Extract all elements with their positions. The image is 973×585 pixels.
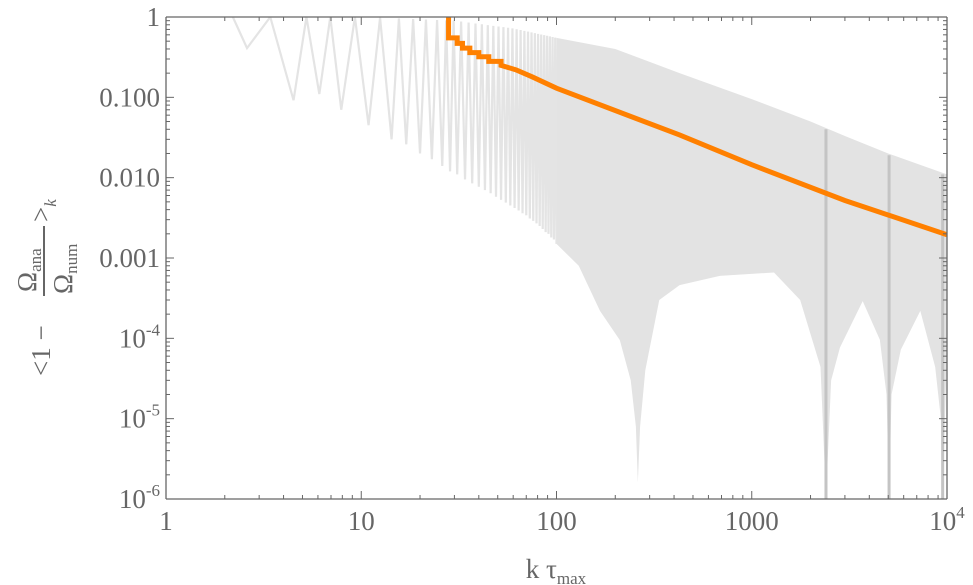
orange-series-line (446, 17, 947, 238)
x-tick-labels: 1 10 100 1000 104 (159, 503, 965, 536)
y-tick-label: 10-4 (119, 320, 161, 353)
plot-area (231, 17, 947, 499)
svg-text:<1 −: <1 − (26, 325, 56, 376)
y-tick-label: 1 (147, 2, 161, 32)
x-tick-label: 104 (929, 503, 965, 536)
svg-text:>k: >k (26, 199, 60, 222)
x-axis-title: k τmax (526, 554, 587, 585)
x-tick-label: 100 (536, 506, 577, 536)
y-tick-labels: 1 0.100 0.010 0.001 10-4 10-5 10-6 (99, 2, 160, 514)
oscillation-line (231, 17, 558, 244)
y-tick-label: 0.100 (99, 82, 160, 112)
y-tick-label: 0.010 (99, 163, 160, 193)
svg-text:Ωana: Ωana (12, 248, 45, 292)
oscillation-band (556, 37, 947, 499)
svg-text:Ωnum: Ωnum (48, 244, 81, 294)
axes (165, 16, 948, 500)
series-group (231, 17, 947, 499)
y-tick-label: 0.001 (99, 243, 160, 273)
y-tick-label: 10-6 (119, 481, 160, 514)
y-tick-label: 10-5 (119, 401, 160, 434)
y-axis-title: <1 − Ωana Ωnum >k (12, 199, 81, 376)
x-tick-label: 10 (348, 506, 375, 536)
x-tick-label: 1000 (725, 506, 779, 536)
x-tick-label: 1 (159, 506, 173, 536)
